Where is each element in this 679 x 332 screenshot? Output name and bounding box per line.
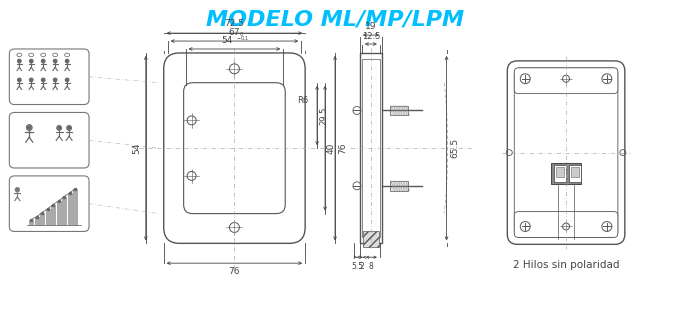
Bar xyxy=(390,106,407,116)
Bar xyxy=(68,193,71,225)
Bar xyxy=(569,165,581,182)
Text: 54: 54 xyxy=(132,142,141,154)
Bar xyxy=(56,201,60,225)
Bar xyxy=(29,219,33,225)
FancyBboxPatch shape xyxy=(183,83,285,213)
Bar xyxy=(390,181,407,191)
Bar xyxy=(62,197,66,225)
Bar xyxy=(35,216,39,225)
Text: 65.5: 65.5 xyxy=(451,138,460,158)
Text: 72.5: 72.5 xyxy=(225,19,244,28)
Circle shape xyxy=(28,126,31,129)
Circle shape xyxy=(68,126,71,129)
Text: 67: 67 xyxy=(229,28,240,37)
Circle shape xyxy=(58,126,60,129)
Bar xyxy=(362,59,380,237)
Text: MODELO ML/MP/LPM: MODELO ML/MP/LPM xyxy=(206,9,464,29)
Text: 29.5: 29.5 xyxy=(319,106,328,124)
Bar xyxy=(360,53,382,243)
Text: R6: R6 xyxy=(297,96,308,105)
Bar xyxy=(556,167,564,177)
Bar xyxy=(45,208,50,225)
Circle shape xyxy=(31,79,33,81)
Circle shape xyxy=(42,60,44,62)
FancyBboxPatch shape xyxy=(10,49,89,105)
Circle shape xyxy=(16,189,18,191)
FancyBboxPatch shape xyxy=(10,176,89,231)
Text: 76: 76 xyxy=(338,142,347,154)
Circle shape xyxy=(18,79,20,81)
Circle shape xyxy=(66,79,68,81)
Bar xyxy=(551,163,581,184)
Bar xyxy=(51,205,55,225)
FancyBboxPatch shape xyxy=(514,68,618,237)
FancyBboxPatch shape xyxy=(10,113,89,168)
FancyBboxPatch shape xyxy=(164,53,305,243)
Text: 12.5: 12.5 xyxy=(362,32,380,41)
Circle shape xyxy=(18,60,20,62)
Text: 5.5: 5.5 xyxy=(351,262,363,271)
Text: 54: 54 xyxy=(221,36,232,45)
Bar xyxy=(571,167,579,177)
Text: 19: 19 xyxy=(365,22,377,31)
Circle shape xyxy=(66,60,68,62)
Text: 40: 40 xyxy=(327,142,336,154)
Bar xyxy=(40,212,44,225)
FancyBboxPatch shape xyxy=(514,211,618,237)
FancyBboxPatch shape xyxy=(507,61,625,244)
Text: 76: 76 xyxy=(229,267,240,276)
Circle shape xyxy=(54,60,56,62)
Text: 2: 2 xyxy=(359,262,364,271)
Bar xyxy=(554,165,566,182)
Text: 8: 8 xyxy=(369,262,373,271)
Text: $^{\ \ 0}_{-0.1}$: $^{\ \ 0}_{-0.1}$ xyxy=(236,30,250,43)
FancyBboxPatch shape xyxy=(514,68,618,94)
Circle shape xyxy=(31,60,33,62)
Bar xyxy=(73,189,77,225)
Circle shape xyxy=(42,79,44,81)
Text: 2 Hilos sin polaridad: 2 Hilos sin polaridad xyxy=(513,260,619,270)
Bar xyxy=(363,231,379,247)
Circle shape xyxy=(54,79,56,81)
